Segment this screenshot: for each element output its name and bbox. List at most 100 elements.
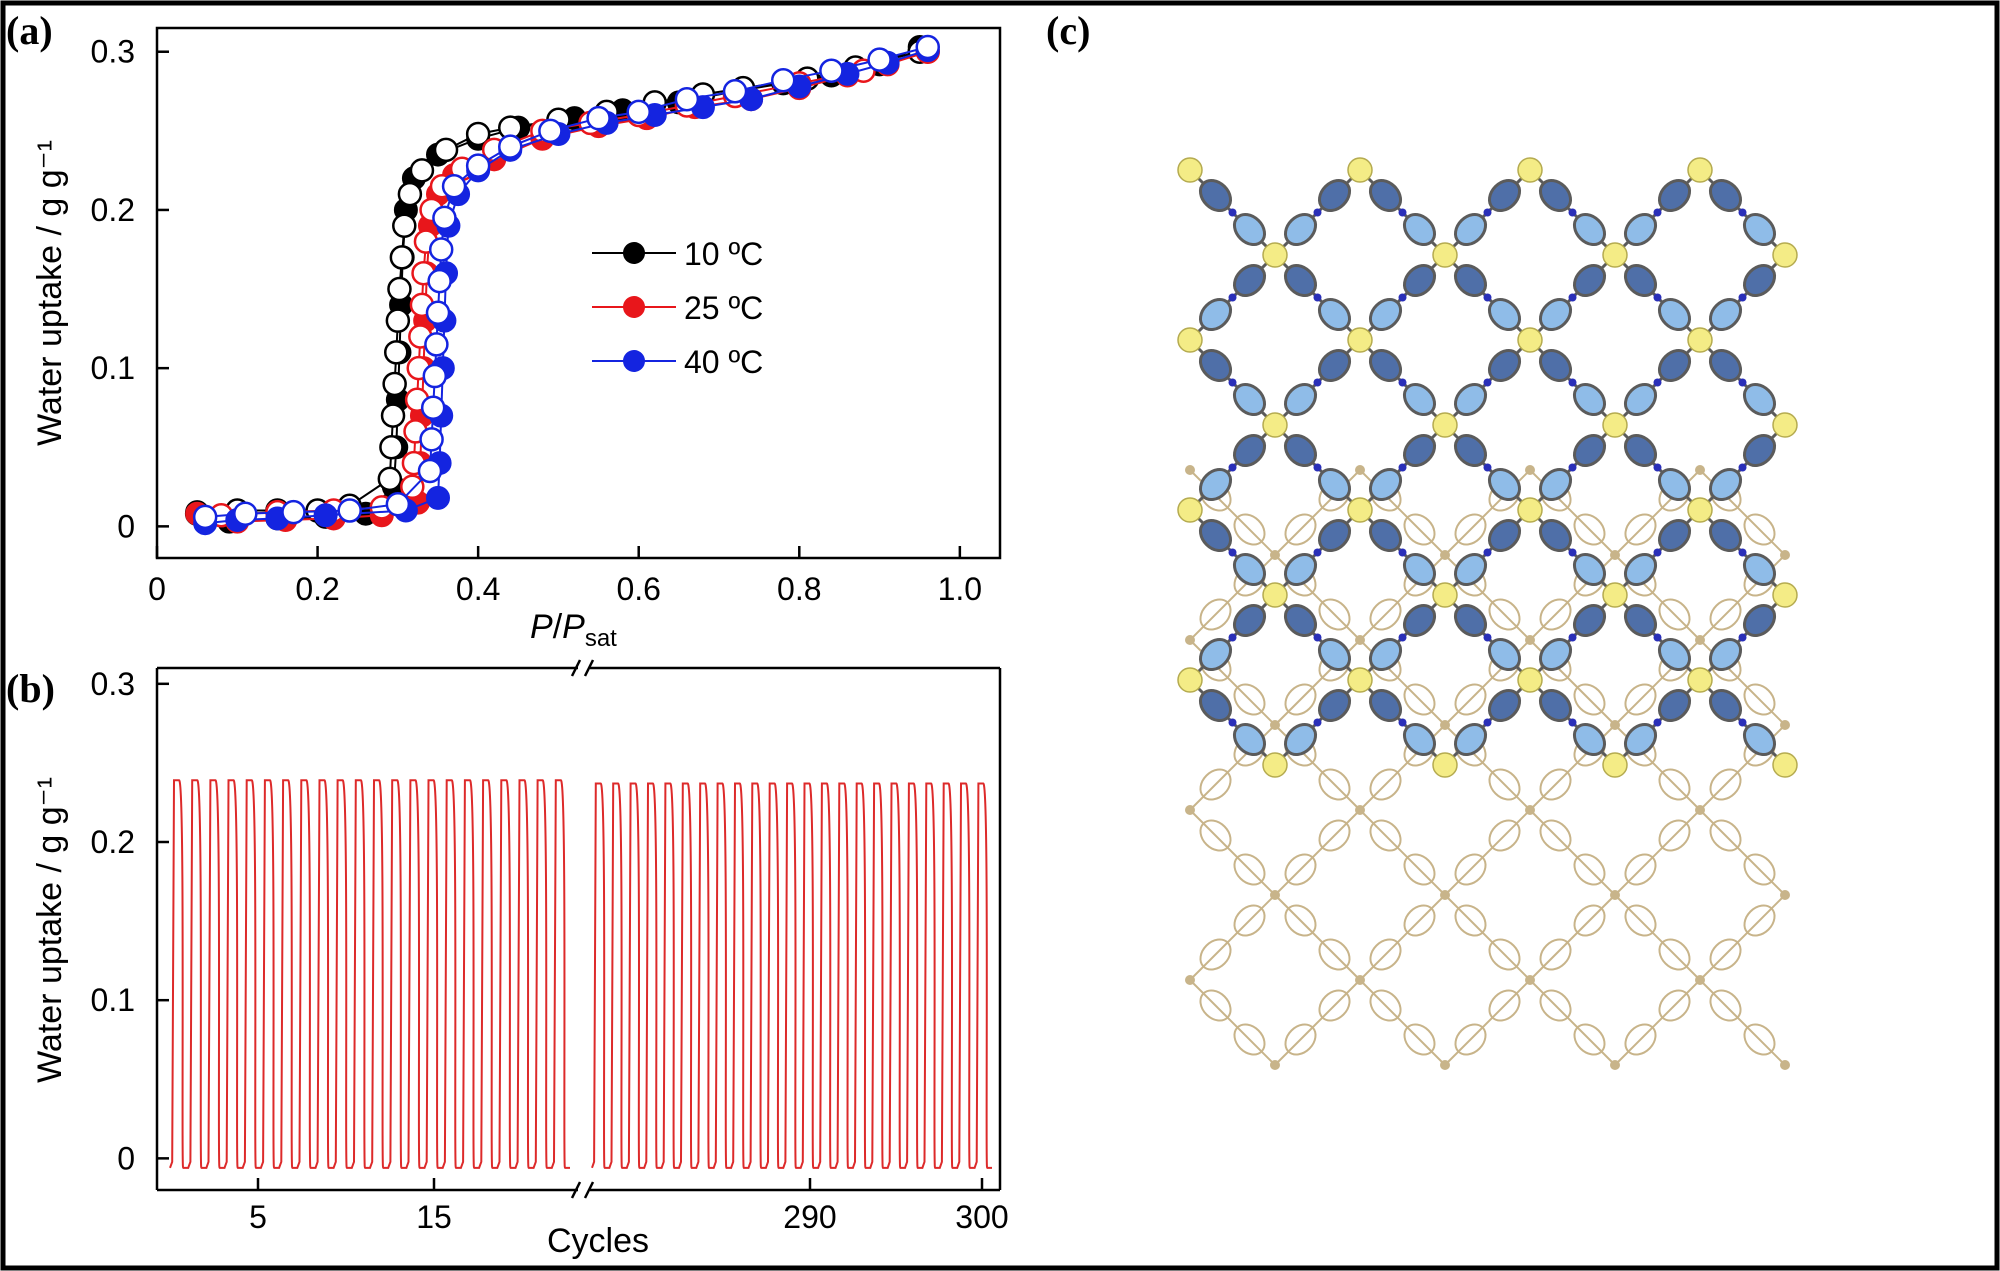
panel-b-axis-break-marks bbox=[570, 659, 595, 1199]
phenyl-ring bbox=[1624, 853, 1657, 886]
nitrogen-atom bbox=[1398, 633, 1407, 642]
y-tick-label: 0.3 bbox=[91, 666, 135, 702]
x-tick-label: 0.6 bbox=[616, 571, 660, 607]
carbon-center bbox=[1780, 550, 1790, 560]
phenyl-ring bbox=[1232, 263, 1267, 298]
phenyl-ring bbox=[1623, 722, 1658, 757]
phenyl-ring bbox=[1488, 768, 1521, 801]
nitrogen-atom bbox=[1228, 718, 1237, 727]
phenyl-ring bbox=[1232, 603, 1267, 638]
desorption-point bbox=[387, 276, 412, 302]
desorption-point bbox=[392, 213, 417, 239]
desorption-point bbox=[432, 205, 457, 231]
desorption-point bbox=[384, 340, 409, 365]
metal-node bbox=[1347, 157, 1373, 183]
phenyl-ring bbox=[1402, 603, 1437, 638]
legend-marker bbox=[623, 242, 645, 264]
phenyl-ring bbox=[1742, 433, 1777, 468]
phenyl-ring bbox=[1232, 722, 1267, 757]
carbon-center bbox=[1440, 1060, 1450, 1070]
panel-label-c: (c) bbox=[1046, 8, 1090, 53]
carbon-center bbox=[1355, 465, 1365, 475]
phenyl-ring bbox=[1657, 688, 1692, 723]
phenyl-ring bbox=[1233, 853, 1266, 886]
metal-node bbox=[1177, 497, 1203, 523]
phenyl-ring bbox=[1233, 1023, 1266, 1056]
phenyl-ring bbox=[1708, 178, 1743, 213]
phenyl-ring bbox=[1487, 348, 1522, 383]
nitrogen-atom bbox=[1568, 293, 1577, 302]
desorption-point bbox=[382, 371, 407, 397]
nitrogen-atom bbox=[1228, 378, 1237, 387]
phenyl-ring bbox=[1538, 637, 1573, 672]
desorption-point bbox=[192, 504, 218, 530]
panel-a-isotherm-chart: 0 0.1 0.2 0.3 0 0.2 0.4 0.6 0.8 1.0 Water uptake… bbox=[31, 26, 1002, 652]
phenyl-ring bbox=[1572, 603, 1607, 638]
framework-blue bbox=[1177, 157, 1798, 778]
metal-node bbox=[1517, 327, 1543, 353]
desorption-point bbox=[465, 153, 491, 178]
phenyl-ring bbox=[1573, 683, 1606, 716]
nitrogen-atom bbox=[1313, 293, 1322, 302]
phenyl-ring bbox=[1284, 513, 1317, 546]
phenyl-ring bbox=[1708, 637, 1743, 672]
panel-b-y-ticks: 0 0.1 0.2 0.3 bbox=[91, 666, 169, 1176]
metal-node bbox=[1602, 242, 1628, 268]
phenyl-ring bbox=[1539, 768, 1572, 801]
phenyl-ring bbox=[1368, 467, 1403, 502]
panel-b-cycle-trace bbox=[169, 779, 992, 1169]
phenyl-ring bbox=[1573, 513, 1606, 546]
panel-b-cycling-chart: 0 0.1 0.2 0.3 5 15 290 300 Water uptake / g g⁻… bbox=[31, 659, 1009, 1260]
phenyl-ring bbox=[1283, 263, 1318, 298]
desorption-point bbox=[420, 395, 446, 420]
phenyl-ring bbox=[1318, 598, 1351, 631]
x-tick-label: 5 bbox=[249, 1199, 267, 1235]
nitrogen-atom bbox=[1313, 633, 1322, 642]
desorption-point bbox=[397, 181, 423, 207]
phenyl-ring bbox=[1708, 688, 1743, 723]
carbon-center bbox=[1270, 1060, 1280, 1070]
nitrogen-atom bbox=[1653, 208, 1662, 217]
panel-label-a: (a) bbox=[6, 8, 53, 53]
metal-node bbox=[1177, 157, 1203, 183]
desorption-point bbox=[427, 268, 452, 294]
metal-node bbox=[1687, 157, 1713, 183]
phenyl-ring bbox=[1199, 598, 1232, 631]
phenyl-ring bbox=[1742, 722, 1777, 757]
phenyl-ring bbox=[1233, 513, 1266, 546]
phenyl-ring bbox=[1488, 598, 1521, 631]
phenyl-ring bbox=[1623, 433, 1658, 468]
phenyl-ring bbox=[1657, 467, 1692, 502]
desorption-point bbox=[419, 427, 444, 452]
desorption-point bbox=[400, 474, 425, 500]
x-label-p: P bbox=[530, 608, 553, 646]
carbon-center bbox=[1270, 720, 1280, 730]
phenyl-ring bbox=[1402, 722, 1437, 757]
nitrogen-atom bbox=[1653, 718, 1662, 727]
phenyl-ring bbox=[1657, 637, 1692, 672]
phenyl-ring bbox=[1368, 518, 1403, 553]
nitrogen-atom bbox=[1653, 293, 1662, 302]
x-tick-label: 0 bbox=[148, 571, 166, 607]
phenyl-ring bbox=[1657, 348, 1692, 383]
desorption-point bbox=[385, 491, 411, 517]
phenyl-ring bbox=[1369, 989, 1402, 1022]
panel-label-b: (b) bbox=[6, 666, 55, 711]
phenyl-ring bbox=[1232, 212, 1267, 247]
phenyl-ring bbox=[1318, 768, 1351, 801]
metal-node bbox=[1262, 582, 1288, 608]
nitrogen-atom bbox=[1228, 293, 1237, 302]
nitrogen-atom bbox=[1483, 718, 1492, 727]
phenyl-ring bbox=[1317, 637, 1352, 672]
phenyl-ring bbox=[1623, 603, 1658, 638]
phenyl-ring bbox=[1572, 722, 1607, 757]
metal-node bbox=[1347, 497, 1373, 523]
panel-a-y-ticks: 0 0.1 0.2 0.3 bbox=[91, 34, 169, 544]
phenyl-ring bbox=[1538, 348, 1573, 383]
phenyl-ring bbox=[1368, 348, 1403, 383]
phenyl-ring bbox=[1742, 382, 1777, 417]
carbon-center bbox=[1525, 805, 1535, 815]
carbon-center bbox=[1695, 465, 1705, 475]
phenyl-ring bbox=[1743, 853, 1776, 886]
